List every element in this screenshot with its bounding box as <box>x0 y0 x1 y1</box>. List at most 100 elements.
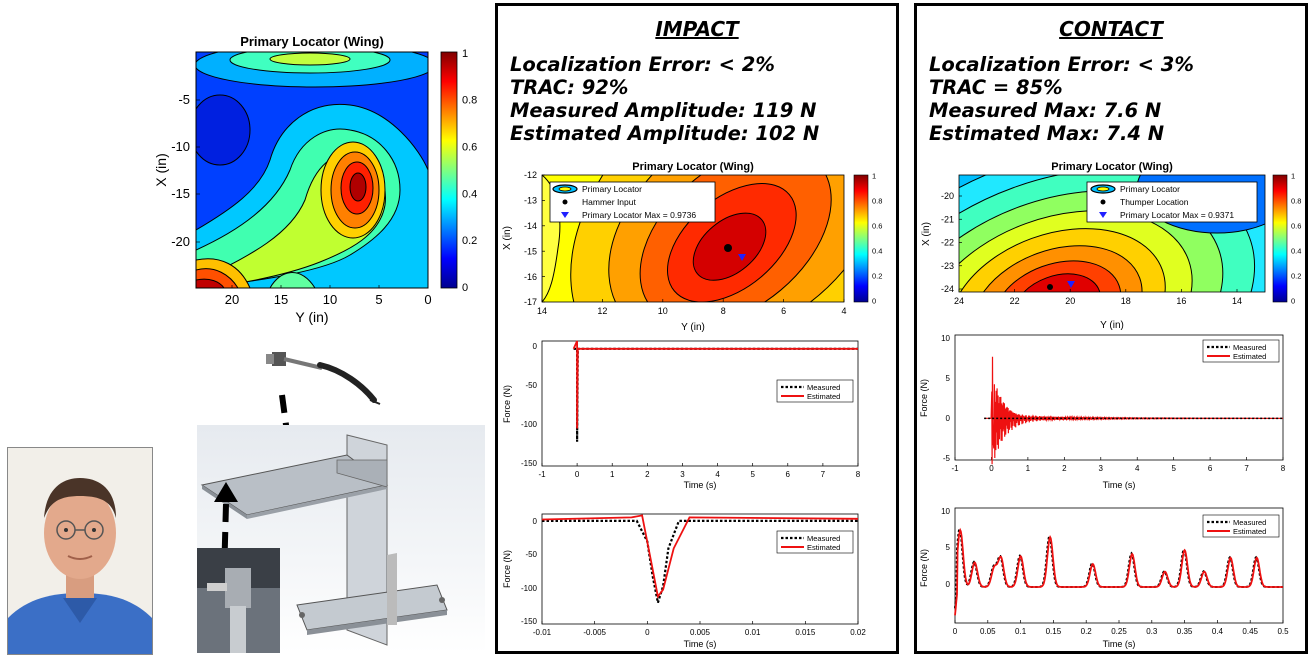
contact-contour-xtick-label: 22 <box>1010 296 1020 306</box>
top-xtick-label: 5 <box>375 292 382 307</box>
contact-cbar-label: 0.4 <box>1291 247 1301 256</box>
impact-ts2-xtick-label: 0.01 <box>745 628 761 637</box>
impact-stats: Localization Error: < 2% TRAC: 92% Measu… <box>510 53 819 145</box>
contact-force-chart-zoom: 0 0.05 0.1 0.15 0.2 0.25 0.3 0.35 0.4 0.45 0.51050… <box>919 507 1289 649</box>
top-cbar-label: 0.4 <box>462 188 477 200</box>
impact-ts1-ylabel: Force (N) <box>502 385 512 423</box>
contact-cbar-label: 0 <box>1291 297 1295 306</box>
contact-ts2-xtick-label: 0.15 <box>1046 627 1062 636</box>
sensor-photo <box>197 548 280 653</box>
contact-force-chart-full: -1 0 1 2 3 4 5 6 7 8 10 5 0 -5 Measured Estimated Tim… <box>919 334 1286 490</box>
top-xtick-label: 0 <box>424 292 431 307</box>
impact-ts2-estimated-line <box>541 514 859 599</box>
contact-legend-0: Primary Locator <box>1120 184 1180 194</box>
presenter-photo <box>7 447 153 655</box>
impact-cbar-label: 0.8 <box>872 197 882 206</box>
top-contour-axes: 20 15 10 5 0 -5 -10 -15 -20 <box>171 92 431 307</box>
contact-contour-xtick-label: 24 <box>954 296 964 306</box>
impact-ts2-xtick-label: -0.005 <box>583 628 606 637</box>
contact-stat-0: Localization Error: < 3% <box>929 53 1194 76</box>
contact-force-full-series <box>984 356 1283 465</box>
top-contour-chart: Primary Locator (Wing) 20 15 10 5 0-5-10-15-… <box>153 34 477 325</box>
impact-ts2-legend-1: Estimated <box>807 543 840 552</box>
impact-ts1-xtick-label: 3 <box>680 470 685 479</box>
impact-ts2-xtick-label: 0.005 <box>690 628 711 637</box>
impact-contour-title: Primary Locator (Wing) <box>632 161 754 173</box>
contact-contour-ytick-label: -23 <box>941 261 954 271</box>
impact-cbar-label: 0.2 <box>872 272 882 281</box>
impact-ts1-ytick-label: -50 <box>525 381 537 390</box>
top-contour-title: Primary Locator (Wing) <box>240 34 384 49</box>
impact-ts1-xtick-label: 1 <box>610 470 615 479</box>
contact-force-full-axes: -1 0 1 2 3 4 5 6 7 8 10 5 0 -5 <box>941 334 1286 473</box>
contact-ts2-xtick-label: 0.5 <box>1277 627 1289 636</box>
impact-ts1-xtick-label: -1 <box>538 470 546 479</box>
impact-ts1-xtick-label: 5 <box>750 470 755 479</box>
top-xtick-label: 15 <box>274 292 288 307</box>
impact-legend-1: Hammer Input <box>582 197 636 207</box>
contact-ts1-xtick-label: 2 <box>1062 464 1067 473</box>
top-xtick-label: 10 <box>323 292 337 307</box>
impact-cbar-label: 1 <box>872 172 876 181</box>
contact-ts2-xtick-label: 0.35 <box>1177 627 1193 636</box>
contact-ts2-ylabel: Force (N) <box>919 549 929 587</box>
impact-ts2-legend-0: Measured <box>807 534 840 543</box>
impact-ts2-xtick-label: 0.02 <box>850 628 866 637</box>
top-contour-colorbar-ticks: 0 0.2 0.4 0.6 0.8 1 <box>462 48 477 294</box>
contact-ts2-ytick-label: 0 <box>946 580 951 589</box>
impact-ts1-ytick-label: 0 <box>533 342 538 351</box>
impact-colorbar-ticks: 0 0.2 0.4 0.6 0.8 1 <box>872 172 882 306</box>
impact-ts1-xtick-label: 6 <box>786 470 791 479</box>
contact-contour-ytick-label: -21 <box>941 214 954 224</box>
impact-contour-xtick-label: 8 <box>721 306 726 316</box>
top-cbar-label: 0.6 <box>462 141 477 153</box>
contact-ts2-xtick-label: 0.4 <box>1212 627 1224 636</box>
impact-contour-xtick-label: 6 <box>781 306 786 316</box>
impact-contour-ytick-label: -13 <box>524 196 537 206</box>
contact-ts1-xlabel: Time (s) <box>1103 480 1136 490</box>
contact-legend-1: Thumper Location <box>1120 197 1189 207</box>
impact-contour-legend: Primary Locator Hammer Input Primary Loc… <box>549 181 716 223</box>
impact-ts1-legend-0: Measured <box>807 383 840 392</box>
contact-ts1-xtick-label: -1 <box>951 464 959 473</box>
contact-ts1-xtick-label: 3 <box>1099 464 1104 473</box>
contact-ts1-xtick-label: 7 <box>1244 464 1249 473</box>
contact-ts2-xtick-label: 0.05 <box>980 627 996 636</box>
top-xtick-label: 20 <box>225 292 239 307</box>
impact-force-chart-zoom: -0.01 -0.005 0 0.005 0.01 0.015 0.02 0 -50 -100 -1… <box>502 513 866 649</box>
impact-legend-2: Primary Locator Max = 0.9736 <box>582 210 696 220</box>
impact-cbar-label: 0.6 <box>872 222 882 231</box>
impact-ts2-ytick-label: -50 <box>525 550 537 559</box>
contact-contour-chart: Primary Locator (Wing) 24 22 20 18 16 14 -20 -2… <box>921 161 1301 331</box>
impact-ts2-ytick-label: -100 <box>521 584 538 593</box>
impact-ts1-legend-1: Estimated <box>807 392 840 401</box>
contact-contour-xtick-label: 16 <box>1176 296 1186 306</box>
contact-thumper-marker <box>1047 284 1053 290</box>
top-ytick-label: -20 <box>171 234 190 249</box>
contact-stat-3: Estimated Max: 7.4 N <box>929 122 1165 145</box>
impact-ts2-ytick-label: -150 <box>521 617 538 626</box>
contact-ts1-xtick-label: 6 <box>1208 464 1213 473</box>
impact-ts2-xtick-label: 0.015 <box>795 628 816 637</box>
top-ytick-label: -5 <box>178 92 190 107</box>
top-ytick-label: -10 <box>171 139 190 154</box>
impact-force-full-series <box>572 340 858 442</box>
top-cbar-label: 0 <box>462 282 468 294</box>
contact-ts1-xtick-label: 4 <box>1135 464 1140 473</box>
impact-stat-3: Estimated Amplitude: 102 N <box>510 122 820 145</box>
contact-ts2-xtick-label: 0 <box>953 627 958 636</box>
impact-ts2-ytick-label: 0 <box>533 517 538 526</box>
top-contour-field <box>196 52 428 288</box>
contact-cbar-label: 0.2 <box>1291 272 1301 281</box>
impact-legend-0: Primary Locator <box>582 184 642 194</box>
contact-cbar-label: 0.8 <box>1291 197 1301 206</box>
contact-contour-field <box>959 175 1265 292</box>
contact-contour-title: Primary Locator (Wing) <box>1051 161 1173 173</box>
contact-ts2-estimated-line <box>954 527 1283 616</box>
contact-ts2-xtick-label: 0.2 <box>1081 627 1093 636</box>
impact-contour-ytick-label: -12 <box>524 170 537 180</box>
impact-ts2-xtick-label: 0 <box>645 628 650 637</box>
contact-contour-xtick-label: 18 <box>1121 296 1131 306</box>
contact-stat-2: Measured Max: 7.6 N <box>929 99 1162 122</box>
contact-contour-axes: 24 22 20 18 16 14 -20 -21 -22 -23 -24 <box>941 191 1242 306</box>
